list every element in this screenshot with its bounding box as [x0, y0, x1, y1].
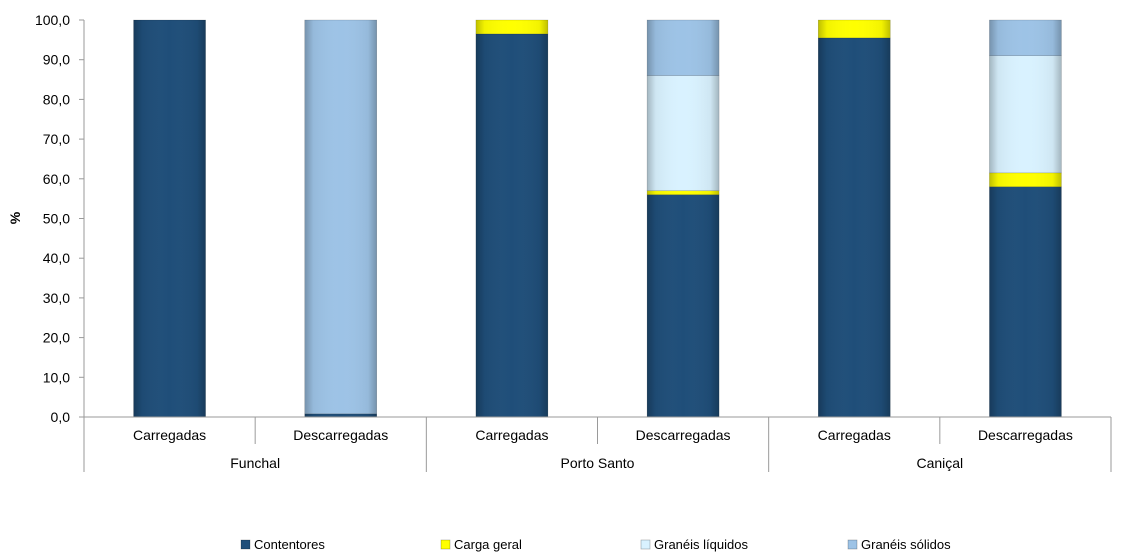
- bar-segment-shading: [818, 37, 891, 418]
- y-axis: 0,0 10,0 20,0 30,0 40,0 50,0 60,0 70,0 80,0 90,0 1…: [35, 12, 85, 425]
- bars: [133, 19, 1062, 418]
- y-tick-label: 40,0: [43, 250, 70, 266]
- legend-swatch: [240, 539, 251, 550]
- legend-item: Granéis líquidos: [640, 537, 748, 552]
- bar-segment-shading: [647, 194, 720, 417]
- bar-segment-shading: [989, 55, 1062, 173]
- y-tick-label: 0,0: [51, 409, 71, 425]
- bar-segment-shading: [989, 186, 1062, 417]
- legend-swatch: [847, 539, 858, 550]
- y-tick-label: 100,0: [35, 12, 70, 28]
- bar-segment-shading: [989, 172, 1062, 187]
- bar-segment-shading: [647, 190, 720, 195]
- x-category-label: Carregadas: [133, 427, 206, 443]
- x-category-label: Descarregadas: [293, 427, 388, 443]
- bar-segment-shading: [818, 20, 891, 38]
- bar-segment-shading: [133, 20, 206, 417]
- y-tick-label: 20,0: [43, 330, 70, 346]
- legend-item: Carga geral: [440, 537, 522, 552]
- bar-segment-shading: [647, 75, 720, 191]
- legend: Contentores Carga geral Granéis líquidos Gr…: [240, 537, 951, 552]
- x-category-label: Carregadas: [475, 427, 548, 443]
- y-tick-label: 70,0: [43, 131, 70, 147]
- legend-item: Contentores: [240, 537, 325, 552]
- x-category-label: Carregadas: [818, 427, 891, 443]
- x-group-label: Funchal: [230, 455, 280, 471]
- legend-swatch: [440, 539, 451, 550]
- legend-label: Carga geral: [454, 537, 522, 552]
- y-axis-title: %: [7, 211, 23, 224]
- bar-segment-shading: [475, 20, 548, 34]
- bar-segment-shading: [989, 20, 1062, 56]
- y-tick-label: 80,0: [43, 91, 70, 107]
- y-tick-label: 50,0: [43, 211, 70, 227]
- x-group-label: Caniçal: [916, 455, 963, 471]
- x-category-label: Descarregadas: [978, 427, 1073, 443]
- y-tick-label: 90,0: [43, 52, 70, 68]
- legend-item: Granéis sólidos: [847, 537, 951, 552]
- y-tick-label: 10,0: [43, 369, 70, 385]
- bar-segment-shading: [647, 20, 720, 76]
- x-axis: Carregadas Descarregadas Carregadas Descarr…: [83, 416, 1112, 472]
- legend-label: Contentores: [254, 537, 325, 552]
- legend-label: Granéis sólidos: [861, 537, 951, 552]
- x-category-label: Descarregadas: [636, 427, 731, 443]
- bar-segment-shading: [475, 33, 548, 418]
- bar-segment-shading: [304, 20, 377, 414]
- legend-label: Granéis líquidos: [654, 537, 748, 552]
- legend-swatch: [640, 539, 651, 550]
- bar-segment-shading: [304, 413, 377, 417]
- y-tick-label: 60,0: [43, 171, 70, 187]
- x-group-label: Porto Santo: [561, 455, 635, 471]
- y-tick-label: 30,0: [43, 290, 70, 306]
